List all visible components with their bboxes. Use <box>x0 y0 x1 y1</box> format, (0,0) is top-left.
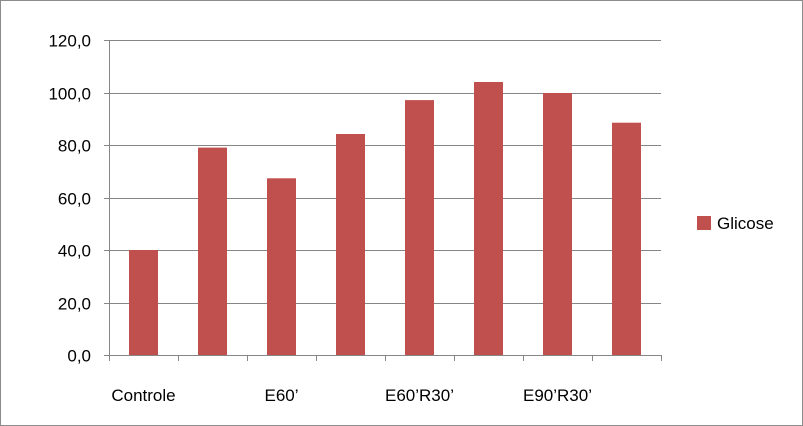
axes <box>104 40 662 361</box>
y-tick-label: 80,0 <box>58 137 91 156</box>
bar <box>129 250 158 355</box>
y-tick-label: 0,0 <box>67 347 91 366</box>
y-tick-label: 120,0 <box>48 32 91 51</box>
legend-label: Glicose <box>717 214 774 233</box>
bar <box>405 100 434 355</box>
x-tick-label: Controle <box>111 386 175 405</box>
bar <box>474 82 503 355</box>
y-tick-label: 60,0 <box>58 190 91 209</box>
bar <box>612 122 641 355</box>
bars <box>129 82 641 355</box>
bar <box>336 134 365 355</box>
x-tick-label: E60’R30’ <box>385 386 454 405</box>
legend-swatch <box>697 216 711 230</box>
gridlines <box>109 40 661 304</box>
bar <box>543 93 572 355</box>
y-tick-label: 100,0 <box>48 85 91 104</box>
bar <box>267 178 296 355</box>
x-tick-label: E60’ <box>264 386 298 405</box>
y-tick-label: 20,0 <box>58 295 91 314</box>
tick-labels: 0,0 20,0 40,0 60,0 80,0 100,0 120,0 Controle E60… <box>48 32 592 406</box>
legend: Glicose <box>697 214 774 233</box>
bar <box>198 147 227 355</box>
x-tick-label: E90’R30’ <box>523 386 592 405</box>
y-tick-label: 40,0 <box>58 242 91 261</box>
